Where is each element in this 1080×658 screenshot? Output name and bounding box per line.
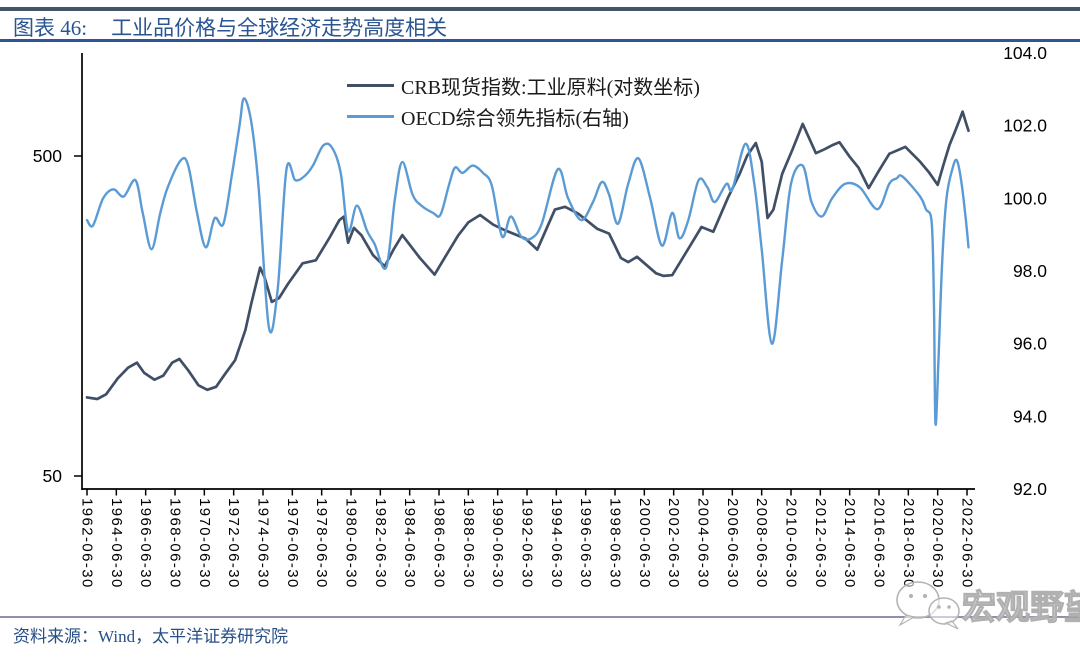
footer-divider bbox=[0, 616, 1080, 618]
x-axis-tick-label: 2000-06-30 bbox=[636, 498, 653, 589]
x-axis-tick-label: 1984-06-30 bbox=[401, 498, 418, 589]
oecd-line-swatch bbox=[347, 115, 394, 118]
x-axis-tick-label: 2012-06-30 bbox=[812, 498, 829, 589]
x-axis-tick-label: 1982-06-30 bbox=[372, 498, 389, 589]
watermark-text: 宏观野望 bbox=[962, 588, 1080, 627]
wechat-icon bbox=[896, 581, 960, 630]
x-axis-tick-label: 1986-06-30 bbox=[431, 498, 448, 589]
chart-number-label: 图表 46: bbox=[13, 16, 88, 40]
x-axis-tick-label: 1994-06-30 bbox=[548, 498, 565, 589]
title-underline bbox=[0, 39, 1080, 42]
x-axis-tick-label: 2006-06-30 bbox=[724, 498, 741, 589]
page-title: 图表 46: 工业品价格与全球经济走势高度相关 bbox=[13, 12, 1073, 40]
chart-legend: CRB现货指数:工业原料(对数坐标) OECD综合领先指标(右轴) bbox=[347, 70, 700, 132]
x-axis-tick-label: 1968-06-30 bbox=[167, 498, 184, 589]
legend-item-oecd: OECD综合领先指标(右轴) bbox=[347, 101, 700, 132]
chart-title-text: 工业品价格与全球经济走势高度相关 bbox=[111, 16, 448, 40]
crb-series-line bbox=[85, 110, 970, 401]
oecd-series-line bbox=[85, 97, 970, 426]
x-axis-tick-label: 1972-06-30 bbox=[225, 498, 242, 589]
x-axis-tick-label: 1964-06-30 bbox=[108, 498, 125, 589]
right-axis-tick-label: 104.0 bbox=[1003, 43, 1047, 63]
x-axis-tick-label: 1998-06-30 bbox=[607, 498, 624, 589]
legend-label-oecd: OECD综合领先指标(右轴) bbox=[401, 108, 629, 130]
x-axis-tick-label: 2010-06-30 bbox=[783, 498, 800, 589]
x-axis-tick-label: 2018-06-30 bbox=[900, 498, 917, 589]
x-axis-tick-label: 2008-06-30 bbox=[753, 498, 770, 589]
watermark: 宏观野望 bbox=[896, 581, 1080, 630]
x-axis-tick-label: 2020-06-30 bbox=[929, 498, 946, 589]
x-axis-tick-label: 2022-06-30 bbox=[959, 498, 976, 589]
legend-label-crb: CRB现货指数:工业原料(对数坐标) bbox=[401, 77, 700, 99]
x-axis-tick-label: 2016-06-30 bbox=[871, 498, 888, 589]
x-axis-tick-label: 2002-06-30 bbox=[665, 498, 682, 589]
x-axis-tick-label: 1992-06-30 bbox=[519, 498, 536, 589]
x-axis-tick-label: 1976-06-30 bbox=[284, 498, 301, 589]
top-divider bbox=[0, 7, 1080, 11]
right-axis-tick-label: 94.0 bbox=[1013, 406, 1047, 426]
x-axis-tick-label: 1970-06-30 bbox=[196, 498, 213, 589]
x-axis-tick-label: 1990-06-30 bbox=[489, 498, 506, 589]
right-axis-tick-label: 92.0 bbox=[1013, 479, 1047, 499]
x-axis-tick-label: 1962-06-30 bbox=[79, 498, 96, 589]
source-note: 资料来源：Wind，太平洋证券研究院 bbox=[13, 627, 289, 646]
x-axis-tick-label: 1966-06-30 bbox=[137, 498, 154, 589]
right-axis-tick-label: 100.0 bbox=[1003, 188, 1047, 208]
x-axis-tick-label: 2004-06-30 bbox=[695, 498, 712, 589]
x-axis-tick-label: 1996-06-30 bbox=[577, 498, 594, 589]
crb-line-swatch bbox=[347, 84, 394, 87]
left-axis-tick-label: 50 bbox=[43, 466, 63, 486]
x-axis-tick-label: 2014-06-30 bbox=[841, 498, 858, 589]
x-axis-tick-label: 1980-06-30 bbox=[343, 498, 360, 589]
left-axis-tick-label: 500 bbox=[33, 146, 62, 166]
right-axis-tick-label: 96.0 bbox=[1013, 334, 1047, 354]
legend-item-crb: CRB现货指数:工业原料(对数坐标) bbox=[347, 70, 700, 101]
x-axis-tick-label: 1978-06-30 bbox=[313, 498, 330, 589]
right-axis-tick-label: 98.0 bbox=[1013, 261, 1047, 281]
x-axis-tick-label: 1974-06-30 bbox=[255, 498, 272, 589]
x-axis-tick-label: 1988-06-30 bbox=[460, 498, 477, 589]
right-axis-tick-label: 102.0 bbox=[1003, 116, 1047, 136]
